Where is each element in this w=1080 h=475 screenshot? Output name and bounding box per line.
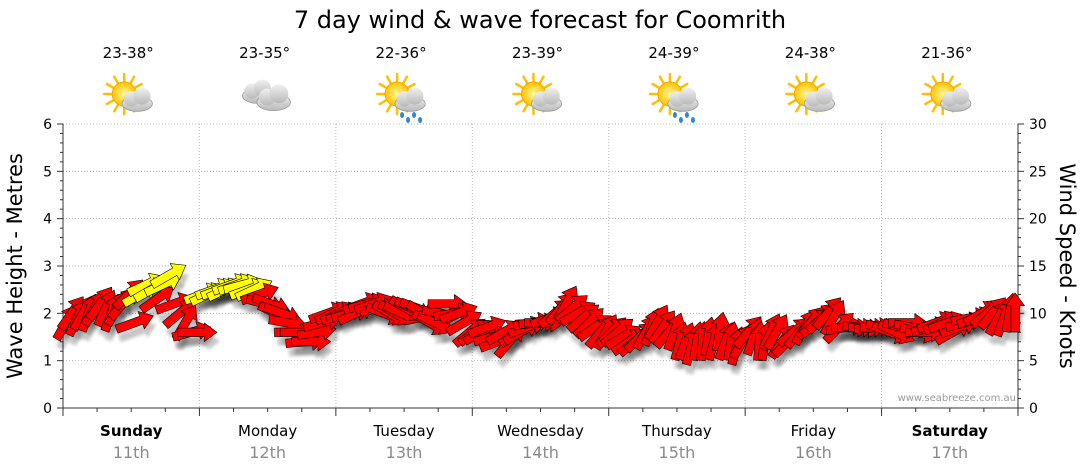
day-temperature: 21-36°	[921, 44, 972, 62]
day-temperature: 24-39°	[648, 44, 699, 62]
y-tick-label-left: 6	[43, 117, 52, 133]
partly-cloudy-icon	[785, 72, 835, 116]
day-temperature: 24-38°	[785, 44, 836, 62]
cloudy-icon	[242, 79, 291, 112]
y-tick-label-left: 5	[43, 164, 52, 180]
y-tick-label-left: 2	[43, 306, 52, 322]
y-tick-label-left: 0	[43, 401, 52, 417]
y-tick-label-right: 25	[1029, 164, 1047, 180]
day-date: 14th	[522, 443, 559, 462]
y-tick-label-right: 0	[1029, 401, 1038, 417]
day-column: 22-36° Tuesday 13th	[373, 44, 435, 462]
day-date: 13th	[386, 443, 423, 462]
day-name: Sunday	[100, 422, 163, 440]
day-temperature: 23-35°	[239, 44, 290, 62]
day-name: Wednesday	[497, 422, 584, 440]
y-tick-label-right: 15	[1029, 259, 1047, 275]
grid	[63, 123, 1018, 408]
partly-cloudy-icon	[512, 72, 563, 116]
y-tick-label-right: 20	[1029, 212, 1047, 228]
day-column: 23-35° Monday 12th	[238, 44, 297, 462]
y-axis-left-label: Wave Height - Metres	[3, 153, 27, 379]
y-axis-right-label: Wind Speed - Knots	[1055, 163, 1079, 368]
day-column: 24-38° Friday 16th	[785, 44, 836, 462]
y-tick-label-left: 3	[43, 259, 52, 275]
watermark: www.seabreeze.com.au	[898, 393, 1016, 404]
day-date: 15th	[659, 443, 696, 462]
day-temperature: 23-38°	[103, 44, 154, 62]
wind-arrows	[52, 263, 1025, 366]
day-column: 23-38° Sunday 11th	[100, 44, 163, 462]
y-tick-label-right: 30	[1029, 117, 1047, 133]
sun-rain-icon	[375, 72, 426, 123]
y-tick-label-left: 4	[43, 212, 52, 228]
y-tick-label-left: 1	[43, 354, 52, 370]
wind-arrow	[177, 322, 218, 342]
sun-rain-icon	[648, 72, 699, 123]
chart-title: 7 day wind & wave forecast for Coomrith	[294, 6, 786, 34]
day-temperature: 22-36°	[376, 44, 427, 62]
day-date: 12th	[249, 443, 286, 462]
partly-cloudy-icon	[102, 72, 153, 116]
y-tick-label-right: 5	[1029, 354, 1038, 370]
y-tick-label-right: 10	[1029, 306, 1047, 322]
axes: 0 1 2 3 4 5 6 0 5 10 15 20 25 30	[43, 117, 1047, 417]
day-name: Friday	[791, 422, 837, 440]
wind-arrow	[149, 263, 187, 289]
day-column: 21-36° Saturday 17th	[912, 44, 989, 462]
day-temperature: 23-39°	[512, 44, 563, 62]
day-name: Saturday	[912, 422, 989, 440]
partly-cloudy-icon	[921, 72, 972, 116]
day-name: Thursday	[641, 422, 712, 440]
wind-arrow	[114, 311, 154, 334]
day-date: 11th	[113, 443, 150, 462]
day-name: Monday	[238, 422, 297, 440]
day-columns: 23-38° Sunday 11th 23-35° Monday 12th 22-36° Tu…	[100, 44, 988, 462]
day-column: 23-39° Wednesday 14th	[497, 44, 584, 462]
wind-arrow	[1005, 292, 1025, 333]
day-column: 24-39° Thursday 15th	[641, 44, 712, 462]
day-date: 16th	[795, 443, 832, 462]
day-date: 17th	[931, 443, 968, 462]
day-name: Tuesday	[373, 422, 435, 440]
